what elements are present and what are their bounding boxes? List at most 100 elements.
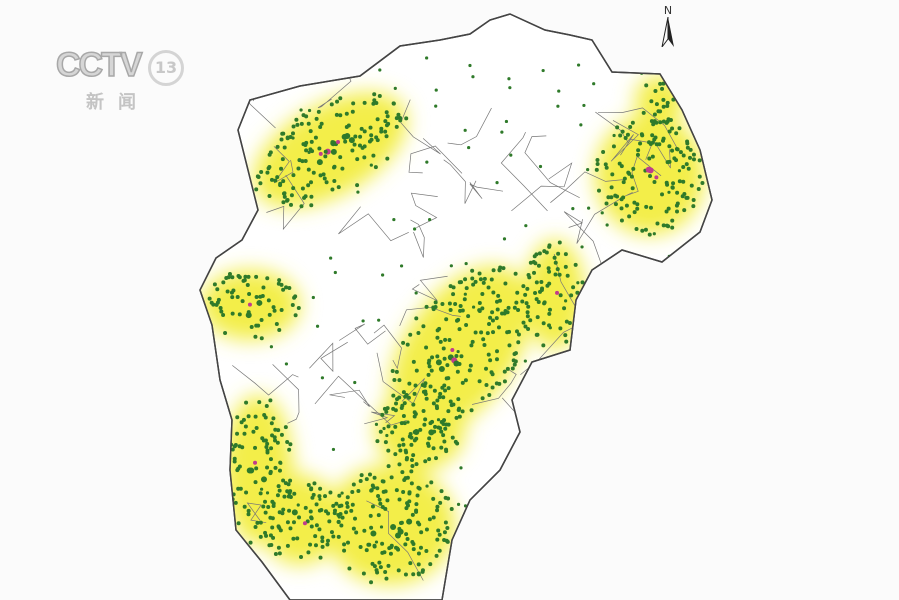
point-marker bbox=[308, 129, 313, 134]
point-marker bbox=[411, 402, 416, 407]
point-marker bbox=[293, 313, 298, 318]
county-border bbox=[531, 451, 559, 510]
point-marker bbox=[402, 401, 407, 406]
point-marker bbox=[506, 305, 511, 310]
point-marker bbox=[521, 284, 526, 289]
point-marker bbox=[377, 497, 382, 502]
point-marker bbox=[318, 555, 323, 560]
point-marker bbox=[503, 281, 508, 286]
point-marker bbox=[284, 285, 289, 290]
point-marker bbox=[557, 272, 562, 277]
point-marker bbox=[331, 503, 336, 508]
point-marker bbox=[358, 134, 363, 139]
point-marker bbox=[350, 490, 355, 495]
point-marker bbox=[542, 300, 547, 305]
point-marker bbox=[246, 512, 251, 517]
point-marker bbox=[362, 528, 367, 533]
point-marker bbox=[470, 339, 475, 344]
county-border bbox=[556, 519, 590, 562]
point-marker bbox=[408, 332, 413, 337]
point-marker bbox=[525, 314, 530, 319]
point-marker bbox=[516, 308, 521, 313]
point-marker bbox=[627, 214, 632, 219]
point-marker bbox=[372, 475, 377, 480]
point-marker bbox=[670, 148, 675, 153]
point-marker bbox=[269, 421, 274, 426]
point-marker bbox=[403, 542, 408, 547]
point-marker bbox=[277, 551, 282, 556]
point-marker bbox=[245, 282, 250, 287]
point-marker bbox=[344, 111, 349, 116]
point-marker bbox=[434, 104, 438, 108]
point-marker bbox=[237, 312, 242, 317]
point-marker bbox=[329, 530, 334, 535]
county-border bbox=[329, 389, 370, 407]
point-marker bbox=[316, 109, 321, 114]
point-marker bbox=[571, 207, 575, 211]
point-marker bbox=[674, 131, 679, 136]
point-marker bbox=[440, 385, 445, 390]
point-marker bbox=[237, 464, 242, 469]
point-marker bbox=[216, 297, 221, 302]
point-marker bbox=[377, 318, 381, 322]
point-marker bbox=[697, 174, 702, 179]
point-marker bbox=[594, 479, 598, 483]
point-marker bbox=[534, 280, 539, 285]
point-marker bbox=[263, 530, 268, 535]
point-marker bbox=[579, 123, 583, 127]
point-marker bbox=[332, 165, 337, 170]
point-marker bbox=[661, 97, 666, 102]
point-marker bbox=[612, 133, 616, 138]
point-marker bbox=[289, 193, 294, 198]
point-marker bbox=[652, 232, 656, 236]
point-marker bbox=[338, 96, 343, 101]
point-marker bbox=[306, 550, 311, 555]
point-marker bbox=[630, 120, 635, 125]
point-marker bbox=[444, 449, 449, 454]
point-marker bbox=[401, 414, 406, 419]
point-marker bbox=[436, 528, 441, 533]
point-marker bbox=[378, 68, 382, 72]
point-marker bbox=[346, 123, 351, 128]
point-marker bbox=[290, 131, 295, 136]
point-marker bbox=[468, 363, 473, 368]
point-marker bbox=[486, 352, 491, 357]
point-marker bbox=[456, 349, 460, 354]
county-border bbox=[550, 171, 625, 203]
point-marker bbox=[450, 348, 455, 353]
point-marker bbox=[282, 145, 287, 150]
point-marker bbox=[547, 307, 552, 312]
point-marker bbox=[539, 279, 544, 284]
point-marker bbox=[430, 355, 435, 360]
point-marker bbox=[555, 267, 560, 272]
point-marker bbox=[317, 508, 322, 513]
point-marker bbox=[338, 113, 343, 118]
point-marker bbox=[609, 195, 614, 200]
point-marker bbox=[488, 358, 493, 363]
point-marker bbox=[563, 333, 568, 338]
point-marker bbox=[364, 477, 369, 482]
point-marker bbox=[397, 462, 402, 467]
point-marker bbox=[435, 335, 440, 340]
point-marker bbox=[564, 299, 568, 303]
point-marker bbox=[463, 277, 468, 282]
point-marker bbox=[661, 104, 666, 109]
county-border bbox=[309, 341, 348, 373]
point-marker bbox=[516, 332, 521, 337]
point-marker bbox=[442, 537, 447, 542]
point-marker bbox=[381, 273, 385, 277]
point-marker bbox=[411, 572, 416, 577]
point-marker bbox=[437, 532, 442, 537]
point-marker bbox=[291, 509, 298, 516]
point-marker bbox=[480, 396, 485, 401]
county-border bbox=[664, 458, 675, 473]
point-marker bbox=[345, 501, 350, 506]
point-marker bbox=[302, 195, 307, 200]
point-marker bbox=[580, 280, 585, 285]
point-marker bbox=[474, 549, 478, 553]
point-marker bbox=[444, 317, 449, 322]
point-marker bbox=[604, 201, 609, 206]
point-marker bbox=[246, 467, 253, 474]
point-marker bbox=[553, 404, 557, 409]
point-marker bbox=[435, 359, 442, 366]
